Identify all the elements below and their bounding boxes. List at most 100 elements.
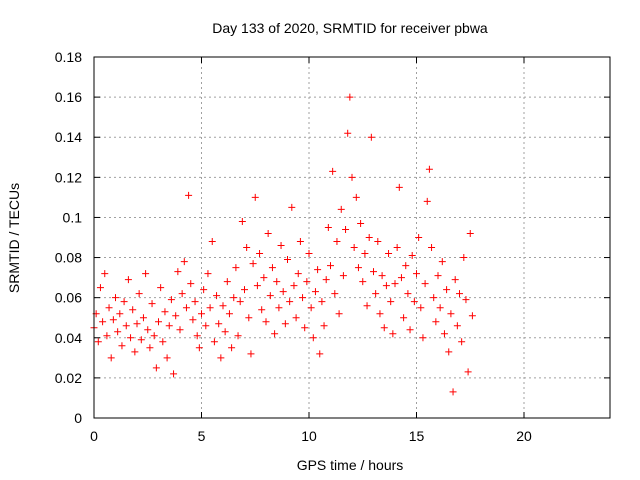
data-point <box>389 330 397 338</box>
data-point <box>344 129 352 137</box>
data-point <box>342 225 350 233</box>
y-tick-label: 0.06 <box>55 290 82 306</box>
data-point <box>262 318 270 326</box>
data-point <box>219 302 227 310</box>
chart-title: Day 133 of 2020, SRMTID for receiver pbw… <box>212 20 488 36</box>
data-point <box>376 310 384 318</box>
data-point <box>303 278 311 286</box>
data-point <box>180 258 188 266</box>
data-point <box>241 286 248 294</box>
data-point <box>137 336 145 344</box>
y-tick-label: 0.04 <box>55 330 82 346</box>
data-point <box>189 316 197 324</box>
data-point <box>327 262 334 270</box>
data-point <box>120 298 128 306</box>
data-point <box>357 219 365 227</box>
data-point <box>296 238 304 246</box>
data-point <box>404 290 412 298</box>
x-tick-label: 0 <box>90 428 98 444</box>
data-point <box>365 234 373 241</box>
data-point <box>440 330 448 338</box>
y-tick-label: 0.02 <box>55 370 82 386</box>
data-point <box>114 328 122 336</box>
data-point <box>107 354 115 362</box>
data-point <box>251 193 259 201</box>
data-point <box>131 348 139 356</box>
y-tick-label: 0.08 <box>55 250 82 266</box>
data-point <box>438 258 446 266</box>
data-point <box>206 304 214 312</box>
data-point <box>266 292 274 300</box>
data-point <box>144 326 152 334</box>
data-point <box>421 280 429 288</box>
data-point <box>324 223 332 231</box>
data-point <box>359 278 367 286</box>
data-point <box>159 338 167 346</box>
data-point <box>385 250 393 258</box>
data-point <box>367 133 375 141</box>
data-point <box>161 308 169 316</box>
data-point <box>176 326 184 334</box>
data-point <box>468 312 476 320</box>
data-point <box>447 310 455 318</box>
data-point <box>361 250 369 258</box>
data-point <box>322 276 330 284</box>
data-point <box>234 332 242 340</box>
data-point <box>335 310 343 318</box>
y-tick-label: 0 <box>74 410 82 426</box>
data-point <box>281 320 289 328</box>
data-point <box>185 191 193 199</box>
data-point <box>400 314 408 322</box>
data-point <box>124 276 132 284</box>
data-point <box>408 252 416 260</box>
data-point <box>129 306 137 314</box>
data-point <box>314 266 322 274</box>
y-tick-label: 0.14 <box>55 129 82 145</box>
data-point <box>391 280 399 288</box>
data-point <box>318 298 326 306</box>
data-point <box>232 264 240 272</box>
data-point <box>198 310 205 318</box>
data-point <box>253 282 261 290</box>
data-point <box>217 354 225 362</box>
data-point <box>320 322 328 330</box>
data-point <box>294 270 302 278</box>
data-point <box>116 310 124 318</box>
data-point <box>118 342 126 350</box>
data-point <box>133 320 141 328</box>
data-point <box>410 298 418 306</box>
data-point <box>372 290 380 298</box>
data-point <box>103 332 111 340</box>
data-point <box>213 292 221 300</box>
data-point <box>449 388 457 396</box>
data-point <box>275 304 283 312</box>
data-point <box>273 278 281 286</box>
data-point <box>221 328 229 336</box>
plot-frame <box>93 56 611 419</box>
x-tick-label: 15 <box>409 428 425 444</box>
data-point <box>419 334 427 342</box>
data-point <box>101 270 109 278</box>
data-point <box>135 290 143 298</box>
data-point <box>363 302 371 310</box>
data-point <box>331 290 339 298</box>
data-point <box>290 282 298 290</box>
data-point <box>352 193 360 201</box>
data-point <box>406 326 414 334</box>
data-point <box>339 272 347 280</box>
data-point <box>307 304 315 312</box>
data-point <box>354 264 362 272</box>
data-point <box>228 344 236 352</box>
data-point <box>292 314 300 322</box>
data-point <box>311 288 319 296</box>
data-point <box>329 167 337 175</box>
data-point <box>167 296 175 304</box>
data-point <box>210 338 218 346</box>
data-point <box>350 244 358 252</box>
data-point <box>249 260 257 268</box>
data-point <box>247 350 255 358</box>
x-tick-label: 10 <box>301 428 317 444</box>
data-point <box>148 300 156 308</box>
